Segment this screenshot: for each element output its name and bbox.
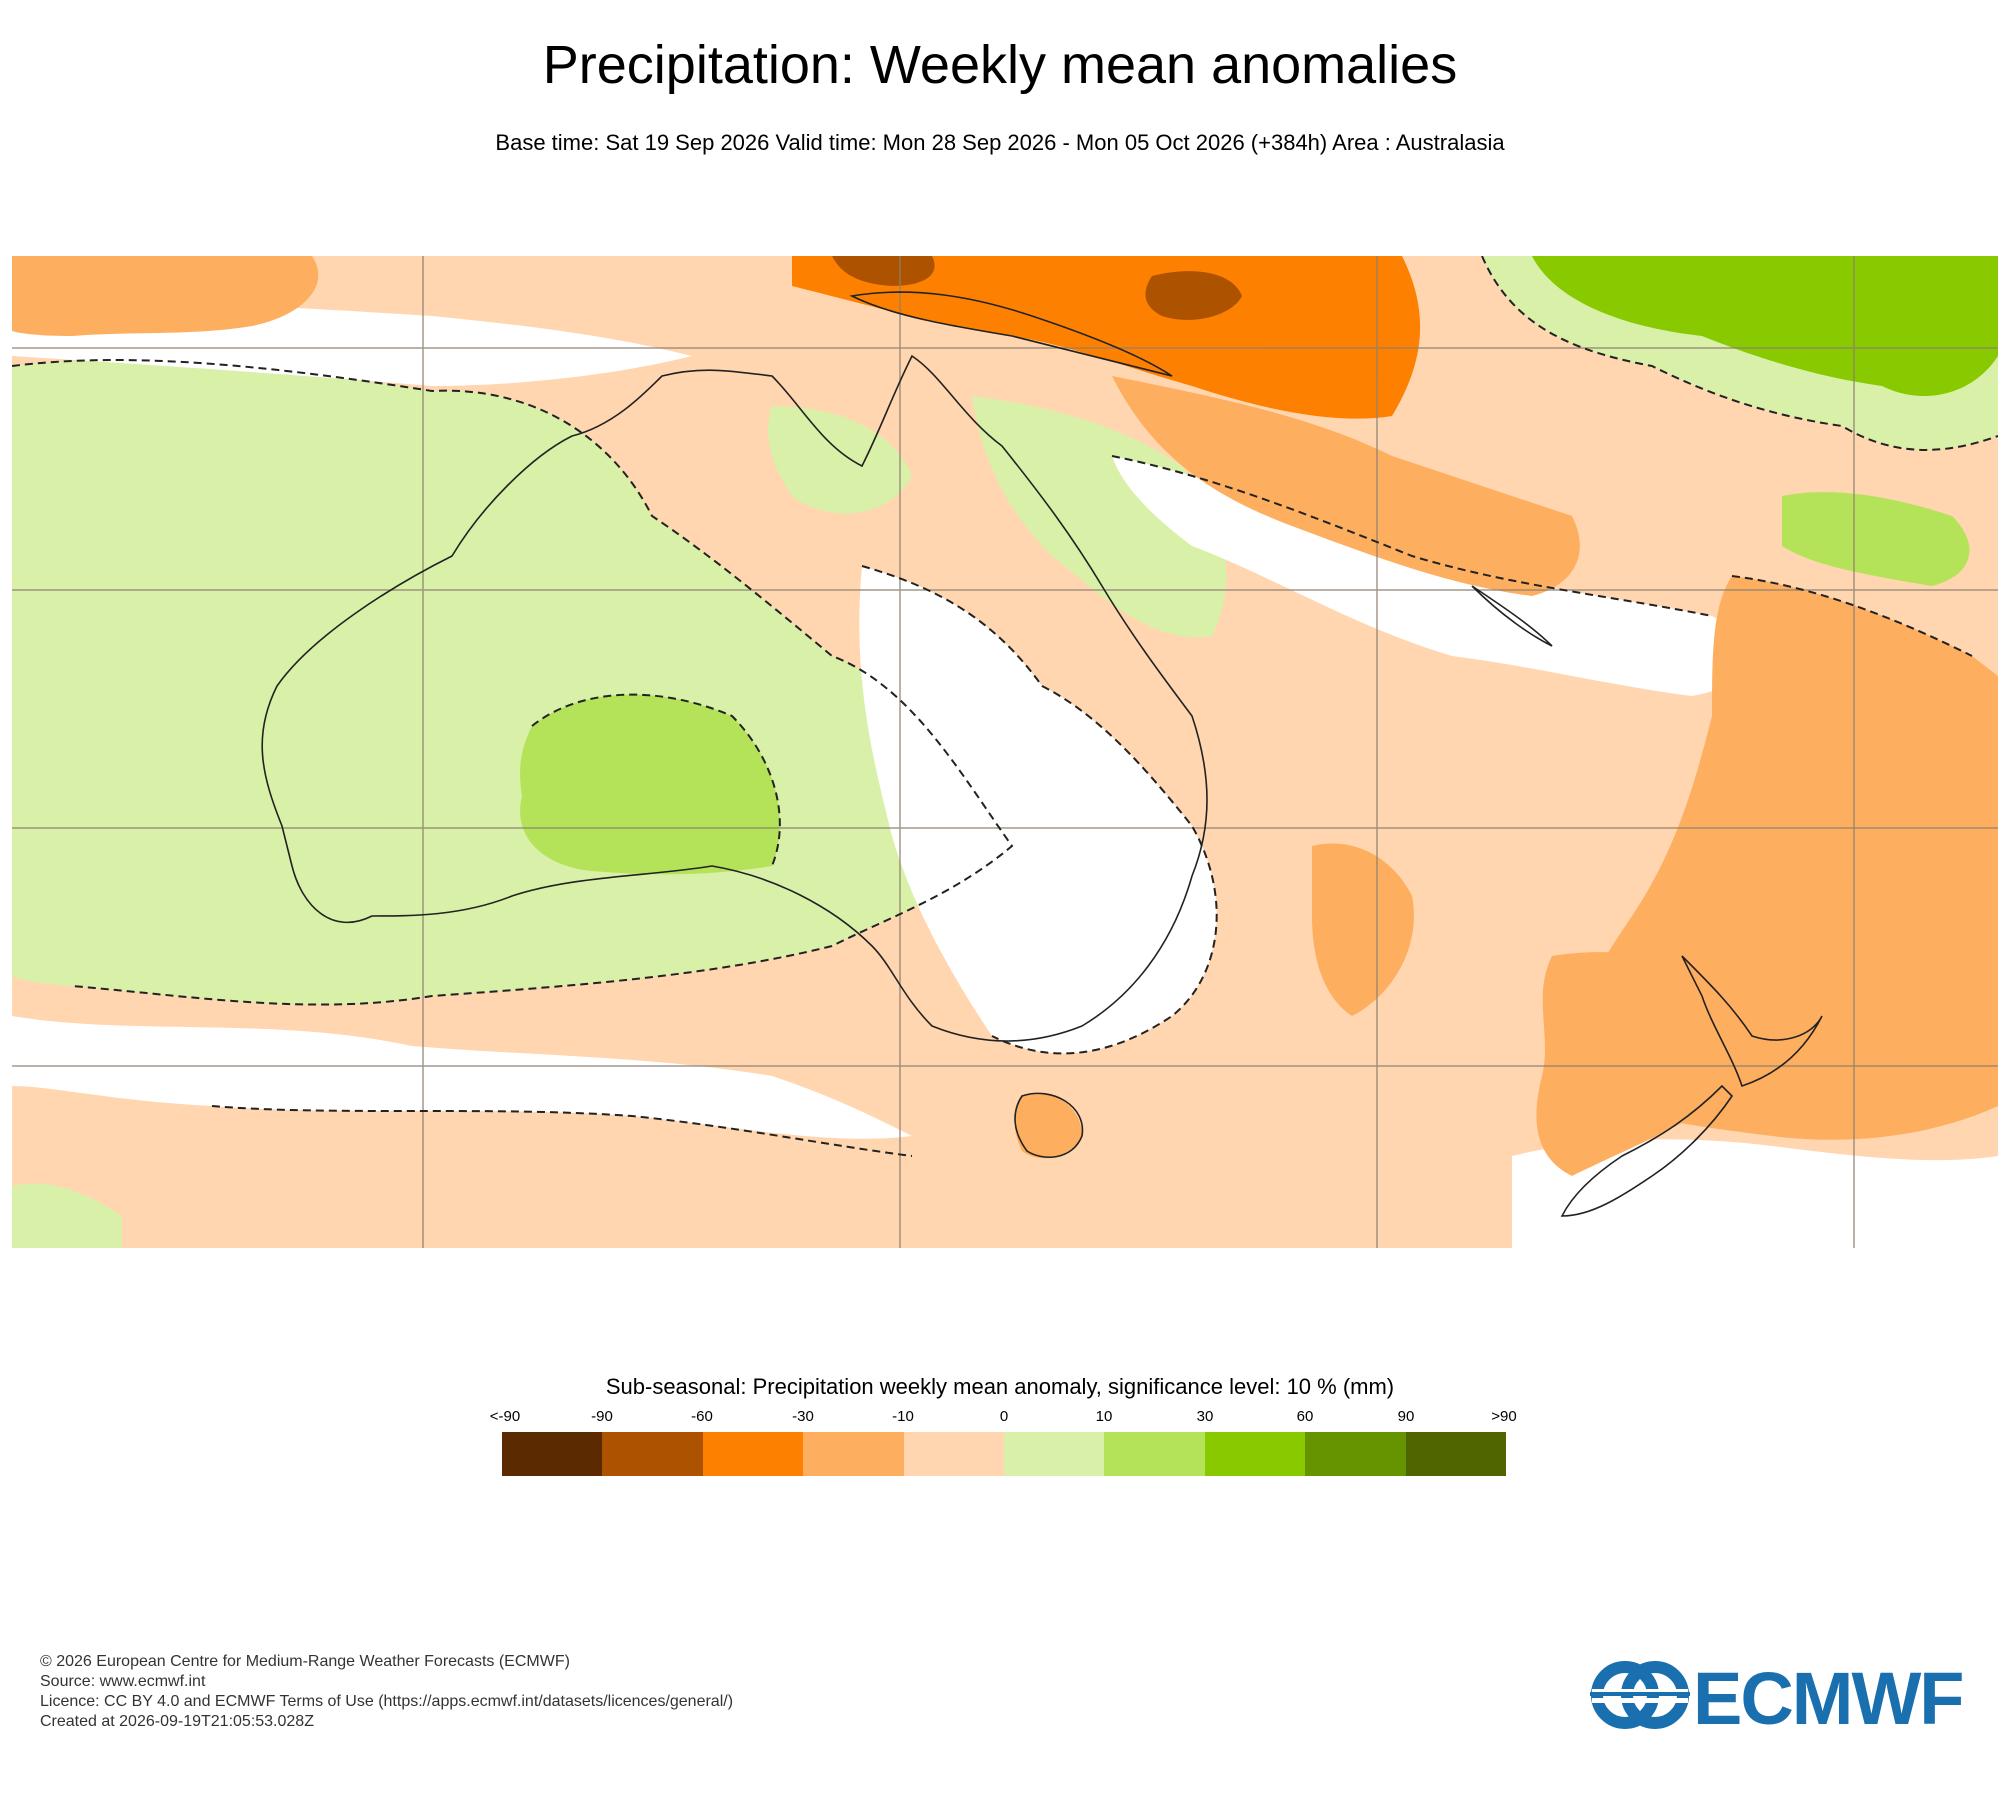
legend-tick-label: 30 — [1196, 1408, 1214, 1425]
legend-tick-label: 60 — [1296, 1408, 1314, 1425]
coastline-tasmania — [1014, 1092, 1084, 1158]
legend-title: Sub-seasonal: Precipitation weekly mean … — [605, 1374, 1395, 1399]
legend-tick-label: <-90 — [489, 1408, 521, 1425]
legend-tick-label: 90 — [1397, 1408, 1415, 1425]
legend-tick-label: >90 — [1491, 1408, 1517, 1425]
dry-region-solomon-core — [1145, 271, 1242, 320]
legend-swatch — [1305, 1432, 1406, 1476]
neutral-region-eastern-australia — [859, 566, 1217, 1054]
wet-region-central — [520, 694, 780, 875]
legend-tick-label: -10 — [892, 1408, 914, 1425]
legend-colorbar — [502, 1432, 1507, 1476]
coastline-australia — [261, 354, 1208, 1042]
footer-source: Source: www.ecmwf.int — [40, 1673, 206, 1690]
legend-tick-row: <-90 -90 -60 -30 -10 0 10 30 60 90 >90 — [0, 1408, 2000, 1428]
legend-tick-label: 10 — [1095, 1408, 1113, 1425]
legend-swatch — [1405, 1432, 1507, 1476]
coastline-new-caledonia — [1471, 585, 1553, 647]
legend-swatch — [502, 1432, 603, 1476]
page-subtitle: Base time: Sat 19 Sep 2026 Valid time: M… — [495, 130, 1505, 155]
footer-copyright: © 2026 European Centre for Medium-Range … — [40, 1653, 570, 1670]
ecmwf-logo-text: ECMWF — [1693, 1657, 1964, 1740]
map-canvas — [12, 256, 1998, 1248]
dry-region-northwest — [12, 256, 319, 336]
graticule — [12, 256, 1998, 1248]
page-title: Precipitation: Weekly mean anomalies — [542, 35, 1458, 95]
neutral-region-tasman-south — [1512, 1139, 1998, 1248]
legend-tick-label: -30 — [792, 1408, 814, 1425]
ecmwf-logo-icon — [1590, 1661, 1690, 1729]
coastlines — [261, 291, 1823, 1217]
neutral-band-southern-ocean — [12, 1016, 912, 1139]
footer-credits: © 2026 European Centre for Medium-Range … — [40, 1652, 733, 1732]
significance-contours — [12, 256, 1998, 1157]
wet-region-pacific-core — [1532, 256, 1998, 396]
legend-swatch — [702, 1432, 804, 1476]
legend-swatch — [1104, 1432, 1205, 1476]
legend-swatch — [803, 1432, 904, 1476]
dry-region-png-core — [832, 256, 935, 286]
wet-region-arnhem — [768, 406, 912, 514]
footer-licence: Licence: CC BY 4.0 and ECMWF Terms of Us… — [40, 1693, 734, 1710]
legend-swatch — [1004, 1432, 1105, 1476]
dry-region-new-zealand — [1536, 952, 1754, 1176]
dry-region-tasman-patch — [1312, 843, 1414, 1016]
legend-swatch — [903, 1432, 1005, 1476]
dry-region-tasmania — [1014, 1093, 1082, 1159]
wet-region-vanuatu — [1782, 492, 1970, 586]
dry-region-coral-outer — [1112, 376, 1580, 596]
coastline-new-zealand-north — [1681, 955, 1823, 1088]
ecmwf-logo: ECMWF — [1590, 1657, 1970, 1740]
legend-tick-label: -60 — [691, 1408, 713, 1425]
coastline-png — [849, 291, 1173, 377]
legend-swatch — [602, 1432, 703, 1476]
coastline-new-zealand-south — [1560, 1084, 1734, 1217]
footer-created: Created at 2026-09-19T21:05:53.028Z — [40, 1713, 314, 1730]
legend-tick-label: 0 — [999, 1408, 1009, 1425]
anomaly-map[interactable] — [12, 256, 1998, 1248]
wet-region-southwest — [12, 1183, 122, 1248]
wet-region-northeast — [972, 396, 1227, 638]
legend-tick-label: -90 — [591, 1408, 613, 1425]
legend-swatch — [1204, 1432, 1306, 1476]
